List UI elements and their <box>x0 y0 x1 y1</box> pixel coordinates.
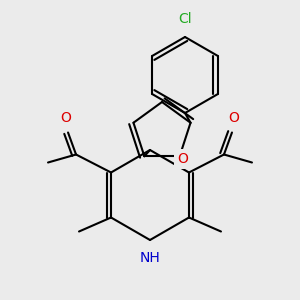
Text: Cl: Cl <box>178 12 192 26</box>
Text: O: O <box>177 152 188 166</box>
Text: O: O <box>61 112 71 125</box>
Text: O: O <box>229 112 239 125</box>
Text: NH: NH <box>140 251 160 265</box>
